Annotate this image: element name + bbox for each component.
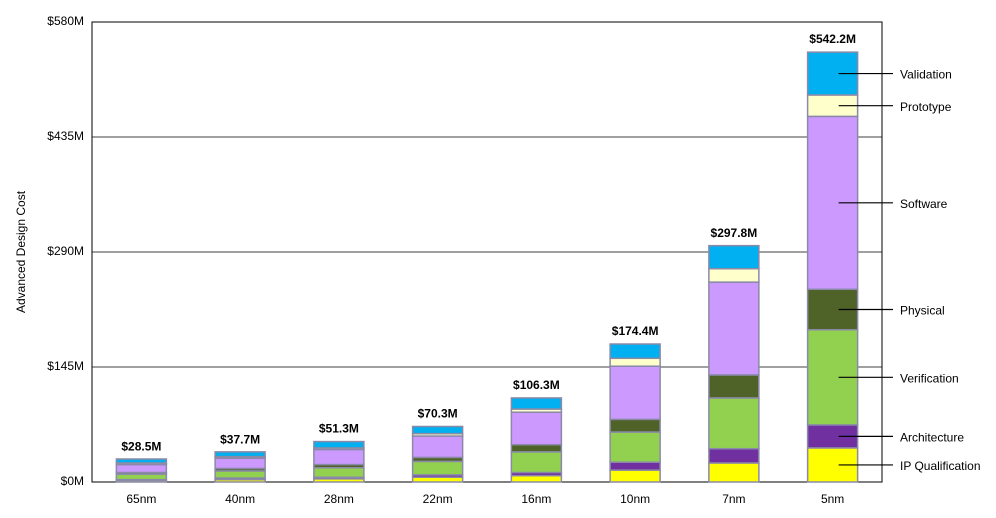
bar-segment [411, 425, 464, 435]
legend-label: Verification [900, 371, 959, 385]
bar-segment [313, 440, 365, 449]
bar-segment [609, 469, 661, 483]
bar-segment [411, 435, 464, 459]
bar-segment [708, 281, 760, 376]
y-axis-label: Advanced Design Cost [14, 190, 28, 313]
bar-segment [708, 244, 760, 270]
legend-label: IP Qualification [900, 459, 981, 473]
x-tick-label: 22nm [423, 492, 453, 506]
y-tick-label: $435M [47, 129, 84, 143]
bar-segment [510, 451, 563, 474]
x-tick-label: 65nm [126, 492, 156, 506]
x-tick-label: 10nm [620, 492, 650, 506]
bar-segment [708, 397, 760, 450]
total-label: $28.5M [121, 440, 161, 454]
bar-segment [510, 411, 563, 446]
bar-segment [510, 443, 563, 453]
bar-segment [609, 357, 661, 367]
total-label: $297.8M [711, 226, 758, 240]
bar-segment [115, 463, 168, 474]
bar-segment [708, 267, 760, 283]
x-tick-label: 7nm [722, 492, 745, 506]
total-label: $542.2M [809, 32, 856, 46]
bar-segment [214, 451, 266, 458]
x-tick-label: 28nm [324, 492, 354, 506]
legend-label: Validation [900, 68, 952, 82]
x-tick-label: 16nm [521, 492, 551, 506]
legend-label: Physical [900, 304, 945, 318]
bar-segment [214, 470, 266, 479]
total-label: $70.3M [418, 406, 458, 420]
total-label: $37.7M [220, 432, 260, 446]
bar-segment [510, 474, 563, 483]
y-tick-label: $145M [47, 359, 84, 373]
bar-segment [115, 458, 168, 464]
x-tick-label: 5nm [821, 492, 844, 506]
y-tick-label: $580M [47, 14, 84, 28]
legend-label: Prototype [900, 100, 952, 114]
legend-label: Architecture [900, 431, 964, 445]
bar-segment [609, 418, 661, 433]
plot-frame [91, 21, 883, 483]
bar-segment [313, 448, 365, 466]
x-tick-label: 40nm [225, 492, 255, 506]
bar-segment [609, 365, 661, 421]
bar-segment [313, 466, 365, 478]
legend-label: Software [900, 197, 948, 211]
bar-segment [510, 397, 563, 410]
bar-segment [214, 457, 266, 470]
total-label: $51.3M [319, 421, 359, 435]
y-tick-label: $0M [61, 474, 84, 488]
bar-segment [708, 447, 760, 464]
total-label: $106.3M [513, 378, 560, 392]
y-tick-label: $290M [47, 244, 84, 258]
total-label: $174.4M [612, 324, 659, 338]
bar-segment [708, 462, 760, 483]
bar-segment [115, 473, 168, 481]
bar-segment [609, 431, 661, 463]
bar-segment [609, 461, 661, 471]
bar-segment [609, 343, 661, 360]
bar-segment [411, 460, 464, 476]
bar-segment [708, 374, 760, 399]
